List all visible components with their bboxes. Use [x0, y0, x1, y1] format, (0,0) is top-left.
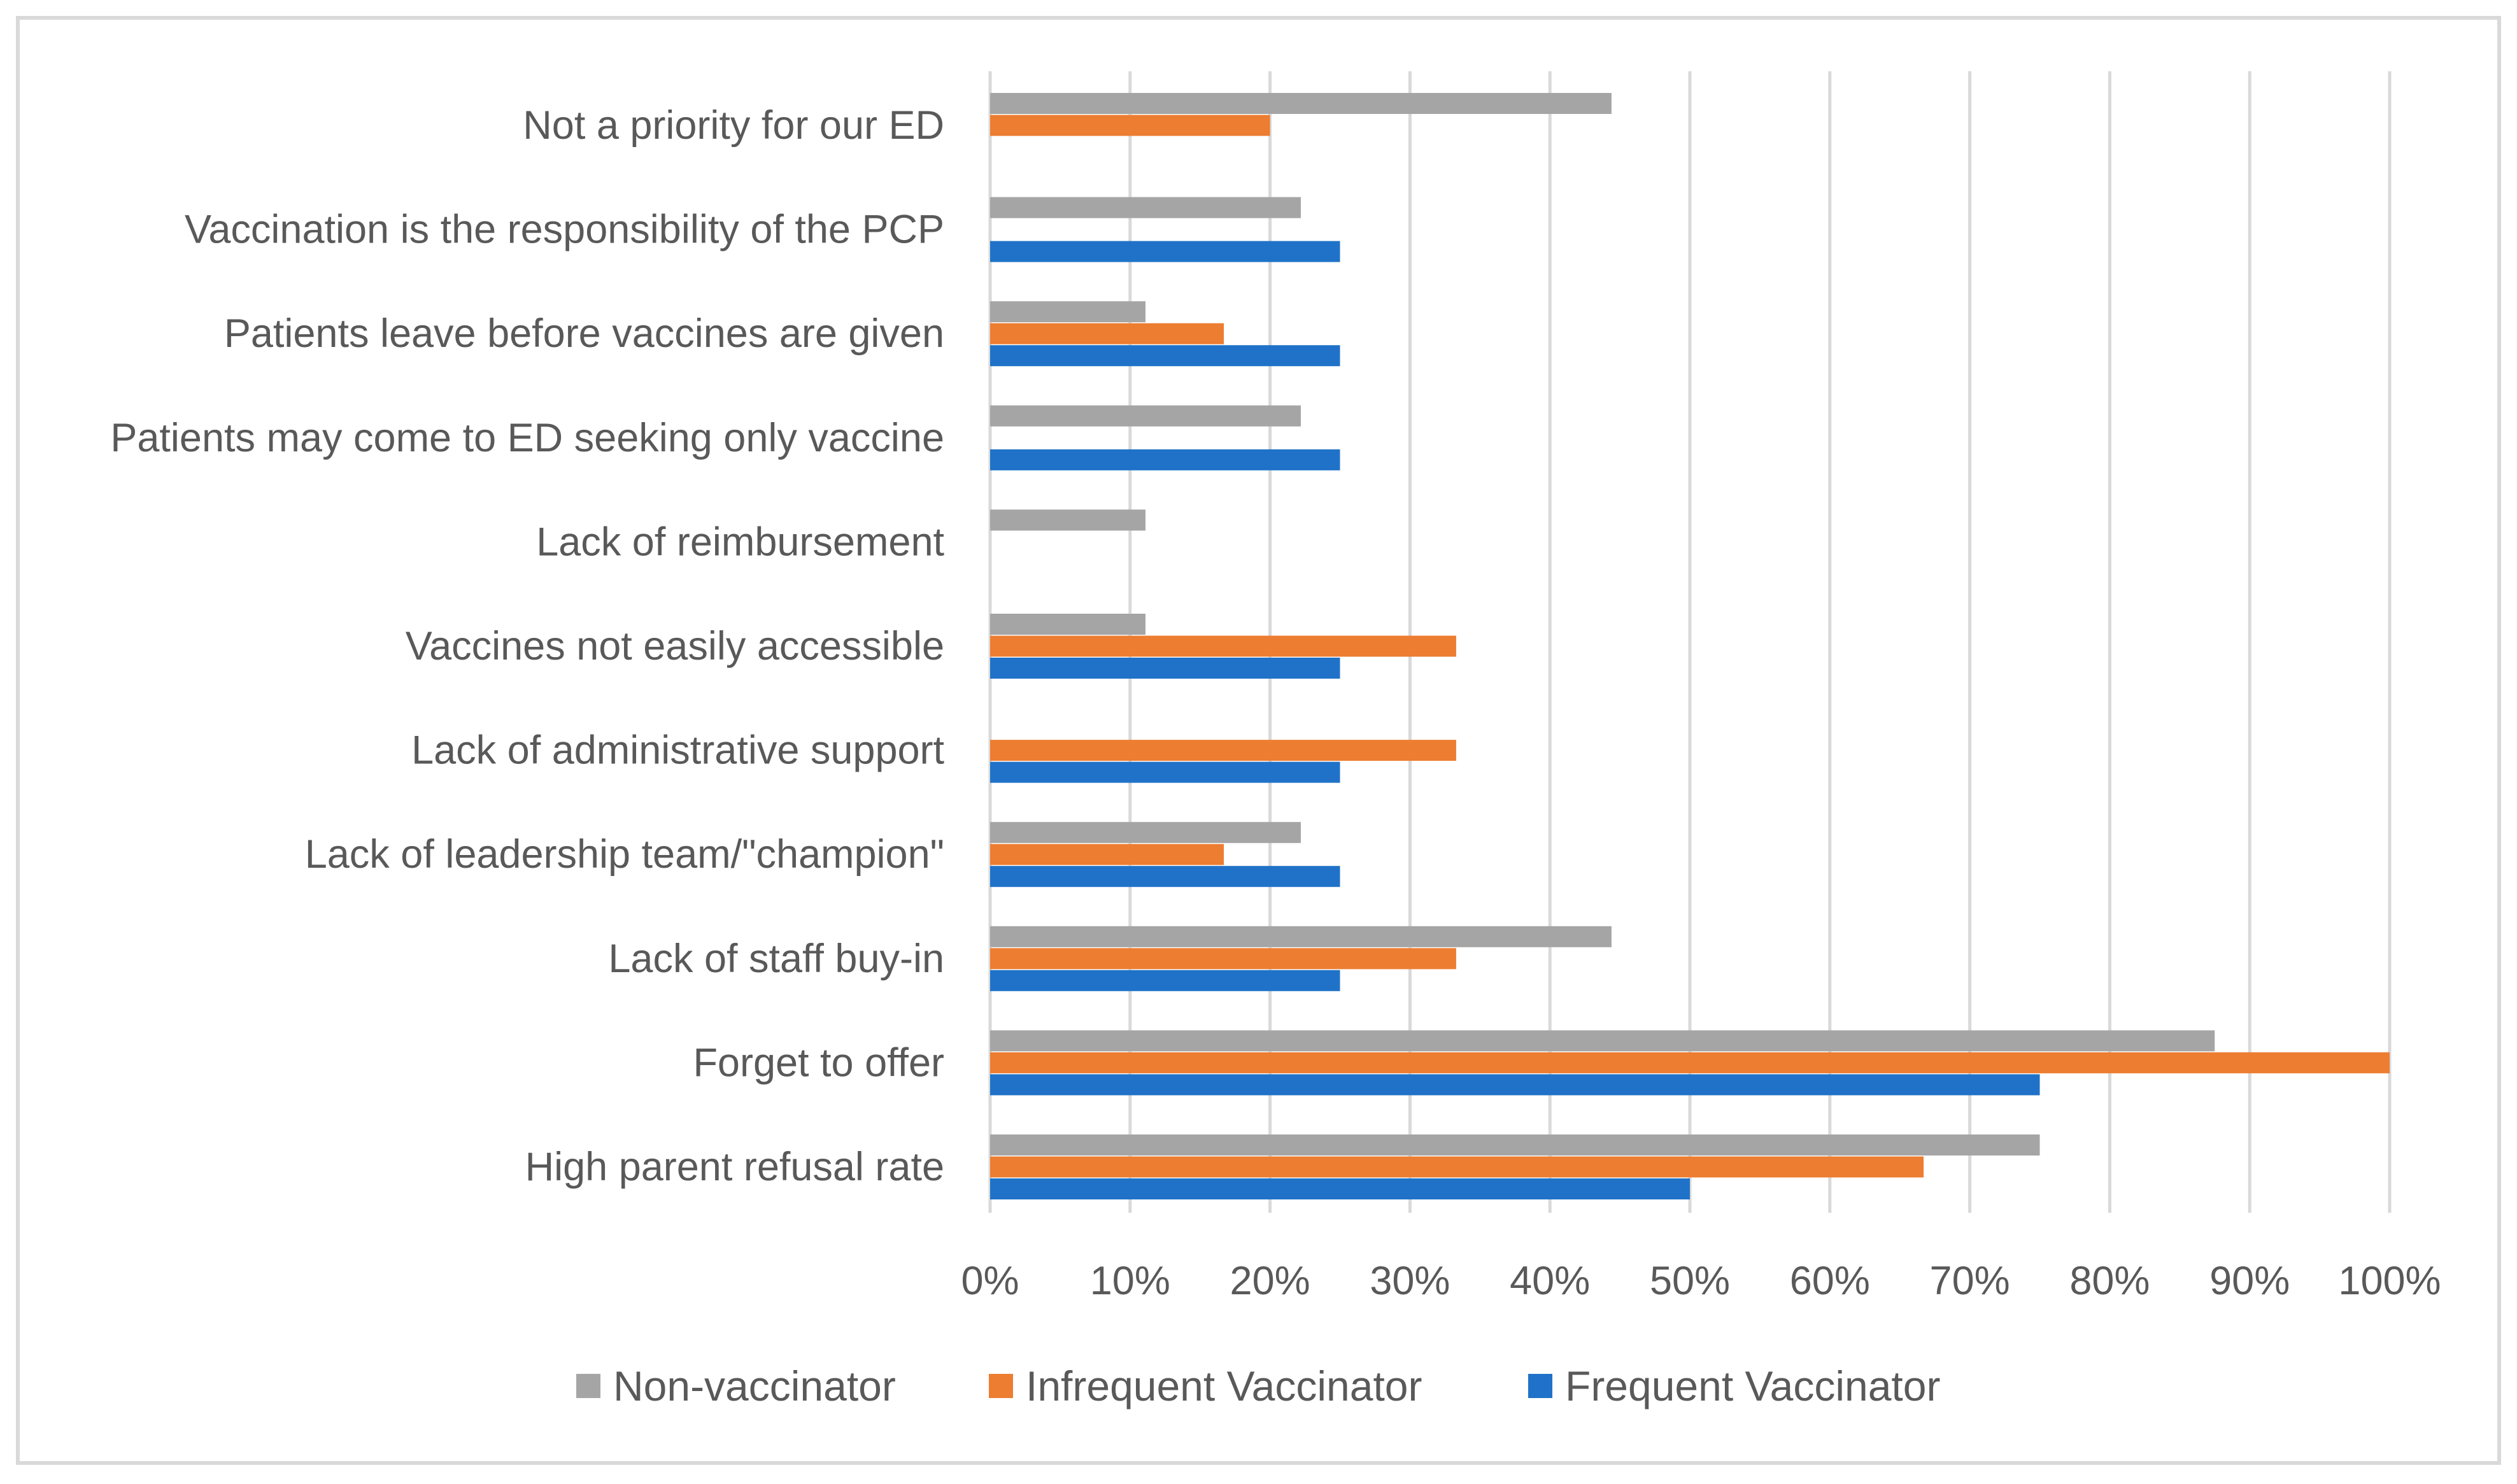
x-tick-labels: 0% 10% 20% 30% 40% 50% 60% 70% 80% 90% 100%: [961, 1259, 2441, 1303]
category-label: Forget to offer: [693, 1040, 944, 1085]
x-tick-label: 60%: [1790, 1259, 1870, 1303]
bar-non-vaccinator-7: [990, 822, 1301, 844]
bar-frequent-vaccinator-8: [990, 970, 1340, 991]
x-tick-label: 90%: [2209, 1259, 2290, 1303]
legend-swatch: [1528, 1374, 1552, 1398]
legend-swatch: [576, 1374, 600, 1398]
category-label: Patients may come to ED seeking only vac…: [110, 416, 944, 460]
bar-non-vaccinator-2: [990, 301, 1145, 323]
bar-frequent-vaccinator-9: [990, 1074, 2040, 1096]
bar-non-vaccinator-3: [990, 405, 1301, 427]
bar-infrequent-vaccinator-10: [990, 1156, 1924, 1178]
category-label: Lack of leadership team/"champion": [305, 832, 944, 877]
bar-infrequent-vaccinator-2: [990, 323, 1224, 344]
x-tick-label: 40%: [1510, 1259, 1590, 1303]
category-label: High parent refusal rate: [525, 1145, 944, 1189]
bar-frequent-vaccinator-1: [990, 241, 1340, 262]
bar-infrequent-vaccinator-8: [990, 948, 1456, 970]
legend-label: Infrequent Vaccinator: [1026, 1362, 1422, 1410]
bar-frequent-vaccinator-7: [990, 866, 1340, 887]
bar-non-vaccinator-5: [990, 614, 1145, 635]
legend: Non-vaccinator Infrequent Vaccinator Frequ…: [576, 1362, 1940, 1410]
bars: [990, 93, 2390, 1199]
category-label: Vaccines not easily accessible: [406, 624, 944, 668]
x-tick-label: 30%: [1370, 1259, 1450, 1303]
x-tick-label: 70%: [1930, 1259, 2010, 1303]
x-tick-label: 20%: [1230, 1259, 1310, 1303]
bar-infrequent-vaccinator-9: [990, 1052, 2390, 1073]
category-label: Vaccination is the responsibility of the…: [185, 208, 944, 252]
bar-frequent-vaccinator-5: [990, 658, 1340, 679]
bar-non-vaccinator-9: [990, 1030, 2215, 1052]
bar-infrequent-vaccinator-5: [990, 635, 1456, 657]
bar-infrequent-vaccinator-0: [990, 115, 1270, 136]
category-label: Patients leave before vaccines are given: [224, 311, 944, 356]
bar-non-vaccinator-0: [990, 93, 1612, 114]
x-tick-label: 0%: [961, 1259, 1019, 1303]
category-label: Lack of staff buy-in: [608, 936, 944, 981]
bar-non-vaccinator-1: [990, 197, 1301, 218]
bar-non-vaccinator-8: [990, 926, 1612, 947]
bar-infrequent-vaccinator-6: [990, 740, 1456, 761]
bar-frequent-vaccinator-3: [990, 449, 1340, 470]
x-tick-label: 80%: [2069, 1259, 2150, 1303]
x-tick-label: 100%: [2338, 1259, 2441, 1303]
category-label: Not a priority for our ED: [523, 103, 944, 148]
category-labels: Not a priority for our ED Vaccination is …: [110, 103, 944, 1189]
bar-frequent-vaccinator-6: [990, 761, 1340, 783]
bar-non-vaccinator-10: [990, 1134, 2040, 1155]
legend-label: Frequent Vaccinator: [1565, 1362, 1940, 1410]
bar-frequent-vaccinator-10: [990, 1178, 1690, 1199]
category-label: Lack of reimbursement: [536, 519, 944, 564]
bar-frequent-vaccinator-2: [990, 345, 1340, 367]
bar-non-vaccinator-4: [990, 509, 1145, 531]
legend-label: Non-vaccinator: [613, 1362, 896, 1410]
x-tick-label: 10%: [1090, 1259, 1170, 1303]
x-tick-label: 50%: [1650, 1259, 1730, 1303]
category-label: Lack of administrative support: [411, 728, 944, 773]
bar-infrequent-vaccinator-7: [990, 844, 1224, 865]
legend-swatch: [989, 1374, 1013, 1398]
